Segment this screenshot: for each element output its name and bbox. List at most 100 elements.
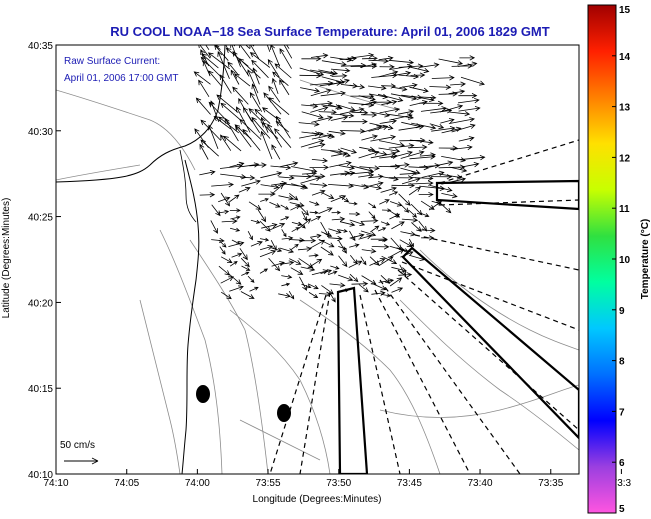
current-vector [283, 45, 293, 59]
current-vector [380, 221, 391, 226]
current-vector [361, 218, 379, 224]
current-vector [370, 225, 380, 233]
current-vector [381, 208, 392, 213]
colorbar-gradient [587, 4, 617, 514]
y-tick-label: 40:30 [28, 127, 53, 138]
current-vector [271, 181, 288, 187]
current-vector [399, 239, 413, 248]
current-vector [260, 130, 273, 160]
current-vector [291, 173, 312, 180]
current-vector [259, 268, 269, 274]
current-vector [450, 144, 473, 151]
current-vector [228, 241, 245, 247]
current-vector [370, 111, 391, 118]
current-vector [247, 69, 259, 94]
current-vector [448, 89, 466, 95]
current-vector [259, 237, 270, 242]
current-vector [398, 193, 411, 206]
current-vector [221, 218, 238, 224]
colorbar-tick-label: 5 [619, 504, 625, 515]
current-vector [281, 282, 291, 287]
current-vector [229, 285, 244, 292]
current-vector [431, 75, 455, 81]
y-tick-label: 40:35 [28, 41, 53, 52]
current-vector [391, 221, 405, 230]
current-vector [388, 143, 415, 149]
current-vector [279, 48, 292, 69]
current-vector [249, 92, 263, 112]
current-vector [216, 94, 239, 114]
current-vector [308, 253, 319, 258]
current-vector [371, 244, 390, 250]
current-vector [270, 222, 286, 231]
current-vector [240, 175, 256, 181]
station-marker [196, 385, 210, 403]
current-vector [308, 142, 326, 149]
current-vector [290, 243, 299, 251]
x-tick-label: 73:3 [612, 478, 632, 489]
current-vector [320, 246, 334, 256]
current-vector [274, 63, 292, 79]
chart-title: RU COOL NOAA−18 Sea Surface Temperature:… [110, 24, 549, 39]
current-vector [408, 209, 418, 218]
current-vector [457, 98, 480, 104]
current-vector [229, 161, 245, 168]
current-vector [300, 139, 325, 148]
current-vector [223, 135, 242, 152]
current-vector [271, 144, 281, 160]
current-vector [408, 180, 434, 186]
annotation-line-2: April 01, 2006 17:00 GMT [64, 73, 179, 84]
current-vector [311, 115, 334, 123]
current-vector [267, 123, 283, 148]
current-vector [301, 283, 312, 289]
current-vector [409, 100, 428, 106]
current-vector [260, 171, 283, 179]
current-vector [250, 219, 261, 224]
current-vector [205, 45, 210, 51]
colorbar-tick-label: 11 [619, 204, 630, 215]
current-vector [409, 139, 434, 145]
current-vector [369, 93, 389, 100]
current-vector [409, 86, 429, 93]
current-vector [281, 229, 287, 238]
current-vector [249, 52, 271, 68]
current-vector [198, 79, 210, 98]
current-vector [254, 108, 271, 124]
current-vector [338, 255, 348, 268]
current-vector [310, 233, 322, 239]
current-vector [240, 257, 250, 268]
current-vector [229, 227, 241, 232]
current-vector [290, 205, 301, 211]
current-vector [378, 55, 394, 62]
current-vector [242, 128, 261, 151]
current-vector [458, 61, 478, 67]
current-vector [278, 175, 295, 181]
current-vector [311, 157, 328, 164]
colorbar-tick-label: 7 [619, 407, 625, 418]
current-vector [400, 150, 425, 159]
current-vector [377, 227, 387, 232]
current-vector [321, 191, 335, 199]
current-vector [399, 82, 418, 89]
current-vector [210, 220, 218, 234]
current-vector [261, 223, 278, 229]
current-vector [389, 213, 401, 220]
current-vector [321, 76, 345, 85]
current-vector [398, 63, 424, 69]
current-vector [261, 107, 281, 122]
current-vector [268, 257, 281, 272]
current-vector [259, 220, 271, 232]
current-vector [368, 124, 389, 132]
x-tick-label: 73:35 [538, 478, 563, 489]
current-vector [328, 130, 346, 136]
x-axis-label: Longitude (Degrees:Minutes) [253, 494, 382, 505]
current-vector [280, 216, 290, 221]
current-vector [199, 192, 216, 198]
current-vector [450, 81, 466, 87]
current-vector [360, 230, 377, 237]
current-vector [349, 273, 359, 283]
colorbar-tick-label: 8 [619, 357, 625, 368]
current-vector [400, 167, 421, 175]
current-vector [236, 106, 251, 133]
current-vector [378, 238, 388, 243]
